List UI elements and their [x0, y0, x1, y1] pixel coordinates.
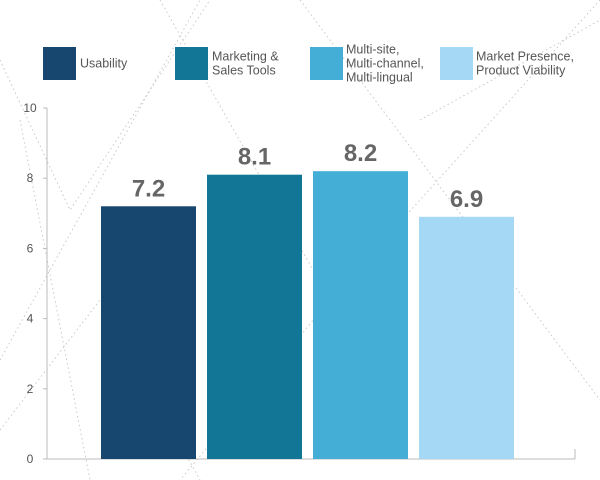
- bar-value-label: 8.2: [344, 140, 377, 167]
- y-tick-label: 4: [27, 312, 34, 326]
- bar-value-label: 6.9: [450, 186, 483, 213]
- y-tick-label: 8: [27, 171, 34, 185]
- legend-item: Multi-site, Multi-channel, Multi-lingual: [310, 43, 424, 85]
- legend-label: Multi-site, Multi-channel, Multi-lingual: [346, 43, 424, 85]
- bars: [101, 171, 514, 459]
- legend-swatch: [310, 47, 343, 80]
- y-tick-label: 10: [23, 101, 37, 115]
- legend-swatch: [43, 47, 76, 80]
- legend: Usability Marketing & Sales Tools Multi-sit…: [43, 43, 574, 85]
- legend-item: Marketing & Sales Tools: [175, 47, 279, 80]
- legend-label: Marketing & Sales Tools: [212, 50, 279, 78]
- bar: [101, 206, 196, 459]
- bar-value-label: 7.2: [132, 175, 165, 202]
- bar: [313, 171, 408, 459]
- value-labels: 7.2 8.1 8.2 6.9: [132, 140, 483, 213]
- legend-swatch: [175, 47, 208, 80]
- bar-value-label: 8.1: [238, 144, 271, 171]
- legend-label: Market Presence, Product Viability: [476, 50, 574, 78]
- legend-swatch: [440, 47, 473, 80]
- legend-item: Market Presence, Product Viability: [440, 47, 574, 80]
- bar: [419, 216, 514, 459]
- y-tick-label: 2: [27, 382, 34, 396]
- y-tick-label: 6: [27, 241, 34, 255]
- legend-item: Usability: [43, 47, 128, 80]
- legend-label: Usability: [80, 57, 128, 71]
- y-tick-label: 0: [27, 452, 34, 466]
- bar: [207, 174, 302, 459]
